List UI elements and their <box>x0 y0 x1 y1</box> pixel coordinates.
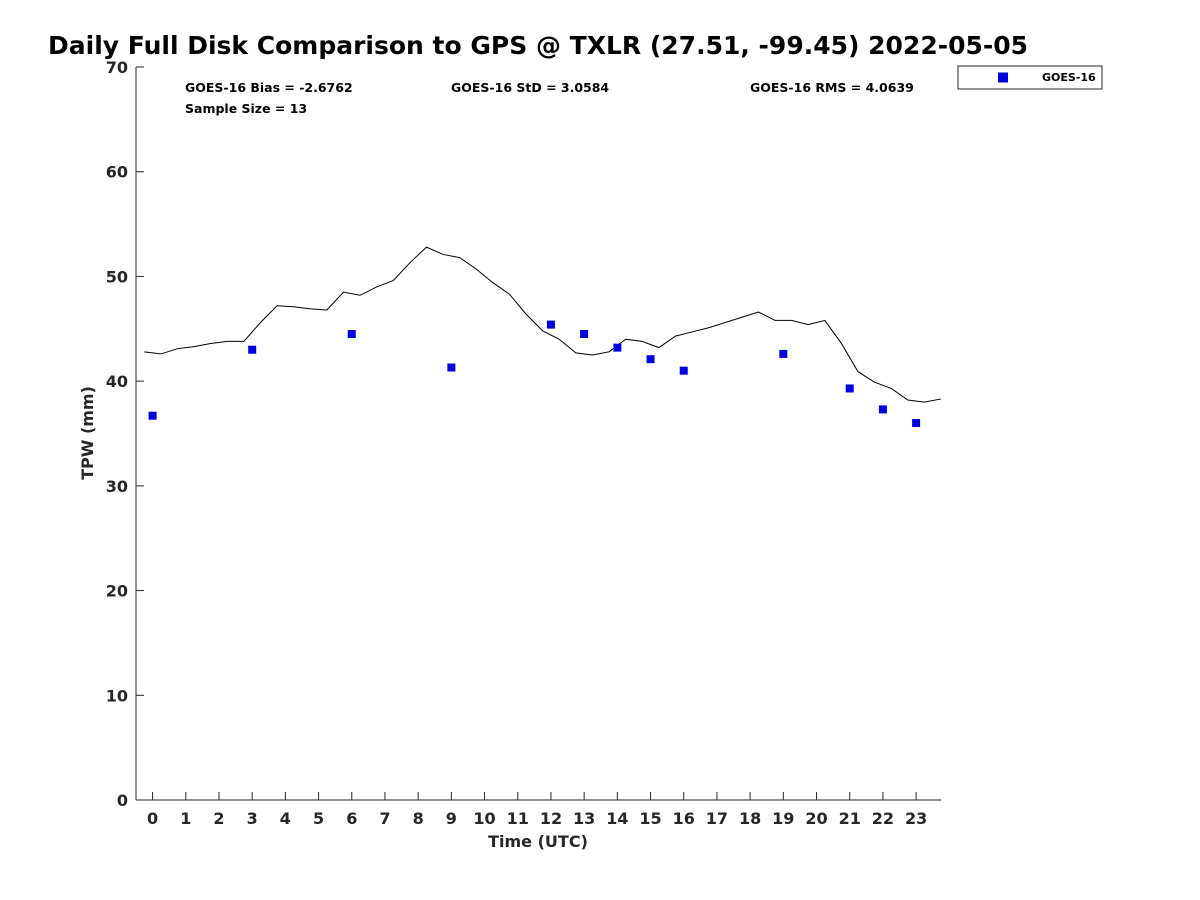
y-tick-label: 60 <box>106 163 128 182</box>
x-tick-label: 7 <box>379 809 390 828</box>
y-tick-label: 40 <box>106 372 128 391</box>
goes16-point <box>679 366 688 375</box>
x-tick-label: 13 <box>573 809 595 828</box>
goes16-point <box>779 349 788 358</box>
goes16-point <box>447 363 456 372</box>
y-tick-label: 0 <box>117 791 128 810</box>
x-tick-label: 21 <box>839 809 861 828</box>
gps-line <box>144 246 942 403</box>
x-tick-label: 2 <box>213 809 224 828</box>
x-tick-label: 9 <box>446 809 457 828</box>
x-tick-label: 18 <box>739 809 761 828</box>
y-tick-label: 20 <box>106 582 128 601</box>
legend-box <box>957 65 1103 90</box>
chart-title: Daily Full Disk Comparison to GPS @ TXLR… <box>48 31 1028 60</box>
x-tick-label: 6 <box>346 809 357 828</box>
x-tick-label: 22 <box>872 809 894 828</box>
x-tick-label: 8 <box>413 809 424 828</box>
x-tick-label: 14 <box>606 809 628 828</box>
y-tick-label: 10 <box>106 686 128 705</box>
stats-annotations: GOES-16 Bias = -2.6762 GOES-16 StD = 3.0… <box>185 80 914 116</box>
x-tick-label: 0 <box>147 809 158 828</box>
y-tick-label: 70 <box>106 58 128 77</box>
goes16-point <box>912 419 921 428</box>
series-layer <box>144 246 942 428</box>
legend-label-goes16: GOES-16 <box>1042 71 1096 84</box>
bias-annotation: GOES-16 Bias = -2.6762 <box>185 80 353 95</box>
x-tick-label: 12 <box>540 809 562 828</box>
rms-annotation: GOES-16 RMS = 4.0639 <box>750 80 914 95</box>
x-tick-label: 4 <box>280 809 291 828</box>
x-tick-label: 5 <box>313 809 324 828</box>
x-tick-label: 15 <box>639 809 661 828</box>
std-annotation: GOES-16 StD = 3.0584 <box>451 80 609 95</box>
x-tick-label: 17 <box>706 809 728 828</box>
y-tick-label: 50 <box>106 267 128 286</box>
x-axis-ticks: 0 1 2 3 4 5 6 7 8 9 10 11 12 13 14 15 16 17 18 19 20 21 22 23 <box>147 792 927 828</box>
goes16-point <box>613 343 622 352</box>
x-tick-label: 10 <box>473 809 495 828</box>
goes16-point <box>646 355 655 364</box>
goes16-point <box>248 345 257 354</box>
sample-size-annotation: Sample Size = 13 <box>185 101 307 116</box>
x-tick-label: 1 <box>180 809 191 828</box>
x-tick-label: 19 <box>772 809 794 828</box>
x-tick-label: 16 <box>673 809 695 828</box>
goes16-point <box>878 405 887 414</box>
x-tick-label: 20 <box>805 809 827 828</box>
legend: GOES-16 <box>957 65 1103 90</box>
x-tick-label: 23 <box>905 809 927 828</box>
y-axis-label: TPW (mm) <box>78 386 97 480</box>
goes16-point <box>580 330 589 339</box>
goes16-point <box>546 320 555 329</box>
y-tick-label: 30 <box>106 477 128 496</box>
x-tick-label: 3 <box>247 809 258 828</box>
goes16-point <box>347 330 356 339</box>
x-axis-label: Time (UTC) <box>488 832 588 851</box>
y-axis-ticks: 0 10 20 30 40 50 60 70 <box>106 58 144 810</box>
x-tick-label: 11 <box>507 809 529 828</box>
goes16-point <box>845 384 854 393</box>
goes16-point <box>148 411 157 420</box>
legend-marker-goes16 <box>998 72 1008 83</box>
